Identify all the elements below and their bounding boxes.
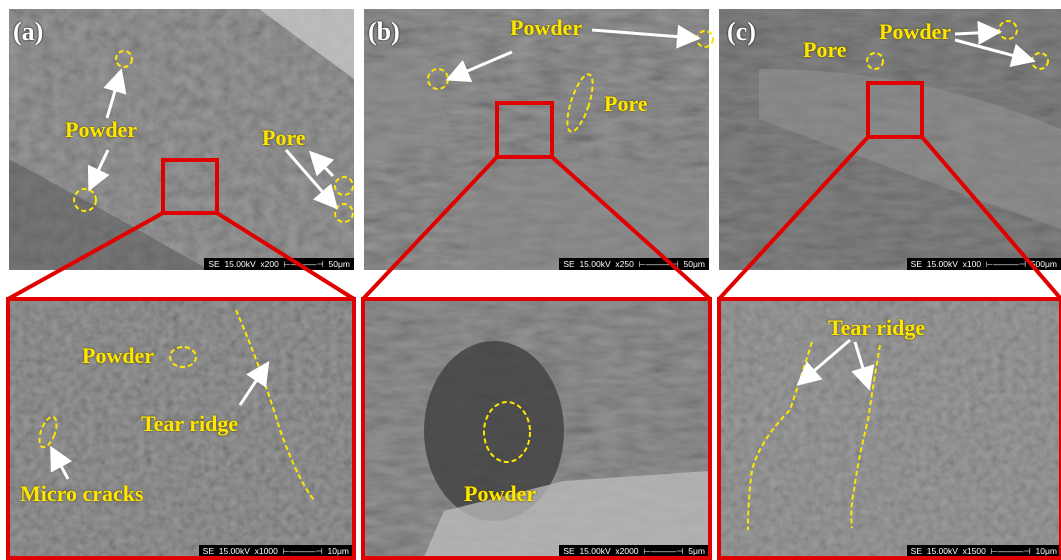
zoom-panel-1: Powder Tear ridge Micro cracks SE 15.00k… bbox=[9, 301, 353, 557]
powder-label: Powder bbox=[879, 19, 952, 44]
powder-label: Powder bbox=[510, 15, 583, 40]
panel-letter: (c) bbox=[727, 17, 756, 46]
pore-label: Pore bbox=[262, 125, 306, 150]
tear-ridge-label: Tear ridge bbox=[141, 411, 239, 436]
scale-bar: SE 15.00kV x2000 ⊢———⊣ 5μm bbox=[559, 545, 709, 557]
micro-cracks-label: Micro cracks bbox=[20, 481, 144, 506]
sem-panel-c: (c) Pore Powder SE 15.00kV x100 ⊢———⊣ 50… bbox=[719, 9, 1061, 270]
zoom-panel-2: Powder SE 15.00kV x2000 ⊢———⊣ 5μm bbox=[364, 301, 709, 557]
panel-letter: (b) bbox=[368, 17, 400, 46]
fracture-texture bbox=[364, 301, 709, 557]
scale-bar: SE 15.00kV x100 ⊢———⊣ 500μm bbox=[906, 258, 1061, 270]
powder-label: Powder bbox=[464, 481, 537, 506]
sem-panel-b: (b) Powder Pore SE 15.00kV x250 ⊢———⊣ 50… bbox=[364, 9, 709, 270]
scale-bar: SE 15.00kV x200 ⊢———⊣ 50μm bbox=[204, 258, 354, 270]
fracture-texture bbox=[719, 9, 1061, 270]
panel-letter: (a) bbox=[13, 17, 44, 46]
zoom-panel-3: Tear ridge SE 15.00kV x1500 ⊢———⊣ 10μm bbox=[720, 301, 1061, 557]
scale-bar: SE 15.00kV x250 ⊢———⊣ 50μm bbox=[559, 258, 709, 270]
scale-bar: SE 15.00kV x1000 ⊢———⊣ 10μm bbox=[198, 545, 353, 557]
sem-panel-a: (a) Powder Pore SE 15.00kV x200 ⊢———⊣ 50… bbox=[9, 9, 354, 270]
powder-label: Powder bbox=[65, 117, 138, 142]
pore-label: Pore bbox=[803, 37, 847, 62]
tear-ridge-label: Tear ridge bbox=[828, 315, 926, 340]
powder-label: Powder bbox=[82, 343, 155, 368]
scale-bar: SE 15.00kV x1500 ⊢———⊣ 10μm bbox=[906, 545, 1061, 557]
pore-label: Pore bbox=[604, 91, 648, 116]
fracture-texture bbox=[364, 9, 709, 270]
